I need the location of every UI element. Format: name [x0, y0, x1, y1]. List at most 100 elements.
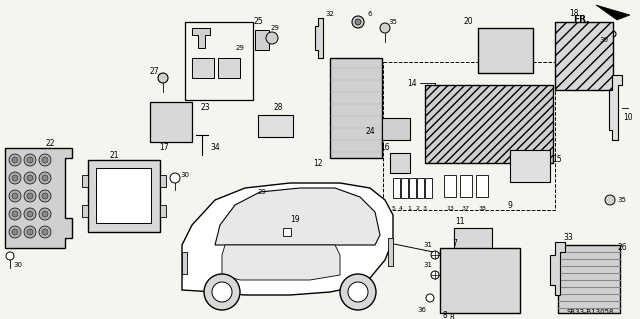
Bar	[444, 175, 456, 197]
Circle shape	[352, 16, 364, 28]
Circle shape	[24, 172, 36, 184]
Circle shape	[39, 226, 51, 238]
Circle shape	[261, 193, 275, 207]
Bar	[218, 58, 240, 78]
Bar	[382, 118, 410, 140]
Circle shape	[9, 172, 21, 184]
Circle shape	[42, 229, 48, 235]
Polygon shape	[315, 18, 323, 58]
Circle shape	[204, 274, 240, 310]
Bar	[150, 102, 192, 142]
Text: 5: 5	[391, 205, 395, 211]
Text: 21: 21	[109, 151, 119, 160]
Bar	[478, 28, 533, 73]
Text: 19: 19	[290, 216, 300, 225]
Text: 29: 29	[257, 189, 266, 195]
Bar	[160, 205, 166, 217]
Bar	[160, 175, 166, 187]
Bar	[460, 175, 472, 197]
Text: 6: 6	[368, 11, 372, 17]
Text: 30: 30	[180, 172, 189, 178]
Bar	[192, 58, 214, 78]
Bar	[510, 150, 550, 182]
Bar	[401, 178, 408, 198]
Circle shape	[158, 73, 168, 83]
Text: 23: 23	[200, 103, 210, 113]
Circle shape	[27, 229, 33, 235]
Text: 29: 29	[236, 45, 244, 51]
Bar	[283, 228, 291, 236]
Circle shape	[212, 282, 232, 302]
Text: 38: 38	[478, 205, 486, 211]
Circle shape	[355, 19, 361, 25]
Circle shape	[24, 154, 36, 166]
Circle shape	[426, 294, 434, 302]
Text: 13: 13	[446, 205, 454, 211]
Bar	[476, 175, 488, 197]
Polygon shape	[5, 148, 72, 248]
Text: 30: 30	[600, 37, 609, 43]
Text: 16: 16	[380, 144, 390, 152]
Circle shape	[12, 229, 18, 235]
Text: 26: 26	[617, 243, 627, 253]
Bar	[383, 62, 555, 210]
Text: 35: 35	[618, 197, 627, 203]
Text: 14: 14	[407, 78, 417, 87]
Polygon shape	[609, 75, 622, 140]
Text: 17: 17	[159, 144, 169, 152]
Text: 36: 36	[417, 307, 426, 313]
Text: 9: 9	[508, 202, 513, 211]
Circle shape	[170, 173, 180, 183]
Polygon shape	[550, 242, 565, 295]
Circle shape	[27, 211, 33, 217]
Circle shape	[9, 190, 21, 202]
Bar	[409, 178, 416, 198]
Text: 34: 34	[210, 144, 220, 152]
Text: SR33-B13058: SR33-B13058	[566, 309, 614, 315]
Circle shape	[27, 157, 33, 163]
Circle shape	[39, 190, 51, 202]
Circle shape	[39, 172, 51, 184]
Bar	[96, 168, 151, 223]
Polygon shape	[192, 28, 210, 48]
Bar	[185, 22, 253, 100]
Text: 28: 28	[273, 103, 283, 113]
Text: 3: 3	[423, 205, 427, 211]
Bar	[330, 58, 382, 158]
Text: 1: 1	[407, 205, 411, 211]
Bar	[258, 115, 293, 137]
Text: 22: 22	[45, 138, 55, 147]
Circle shape	[24, 190, 36, 202]
Circle shape	[9, 208, 21, 220]
Text: 24: 24	[365, 128, 375, 137]
Bar	[182, 252, 187, 274]
Circle shape	[431, 271, 439, 279]
Bar	[454, 228, 492, 260]
Text: 37: 37	[462, 205, 470, 211]
Text: 20: 20	[463, 18, 473, 26]
Text: 32: 32	[326, 11, 335, 17]
Circle shape	[42, 193, 48, 199]
Circle shape	[6, 252, 14, 260]
Text: 11: 11	[455, 218, 465, 226]
Circle shape	[39, 208, 51, 220]
Text: 18: 18	[569, 10, 579, 19]
Text: 31: 31	[424, 242, 433, 248]
Text: 8: 8	[443, 311, 447, 319]
Text: 7: 7	[452, 239, 458, 248]
Text: 31: 31	[424, 262, 433, 268]
Bar	[82, 205, 88, 217]
Bar	[390, 153, 410, 173]
Circle shape	[24, 208, 36, 220]
Circle shape	[12, 157, 18, 163]
Polygon shape	[222, 245, 340, 280]
Circle shape	[12, 211, 18, 217]
Text: 2: 2	[415, 205, 419, 211]
Circle shape	[340, 274, 376, 310]
Bar	[417, 178, 424, 198]
Text: 10: 10	[623, 114, 633, 122]
Bar	[393, 178, 400, 198]
Text: 27: 27	[149, 68, 159, 77]
Circle shape	[380, 23, 390, 33]
Circle shape	[605, 195, 615, 205]
